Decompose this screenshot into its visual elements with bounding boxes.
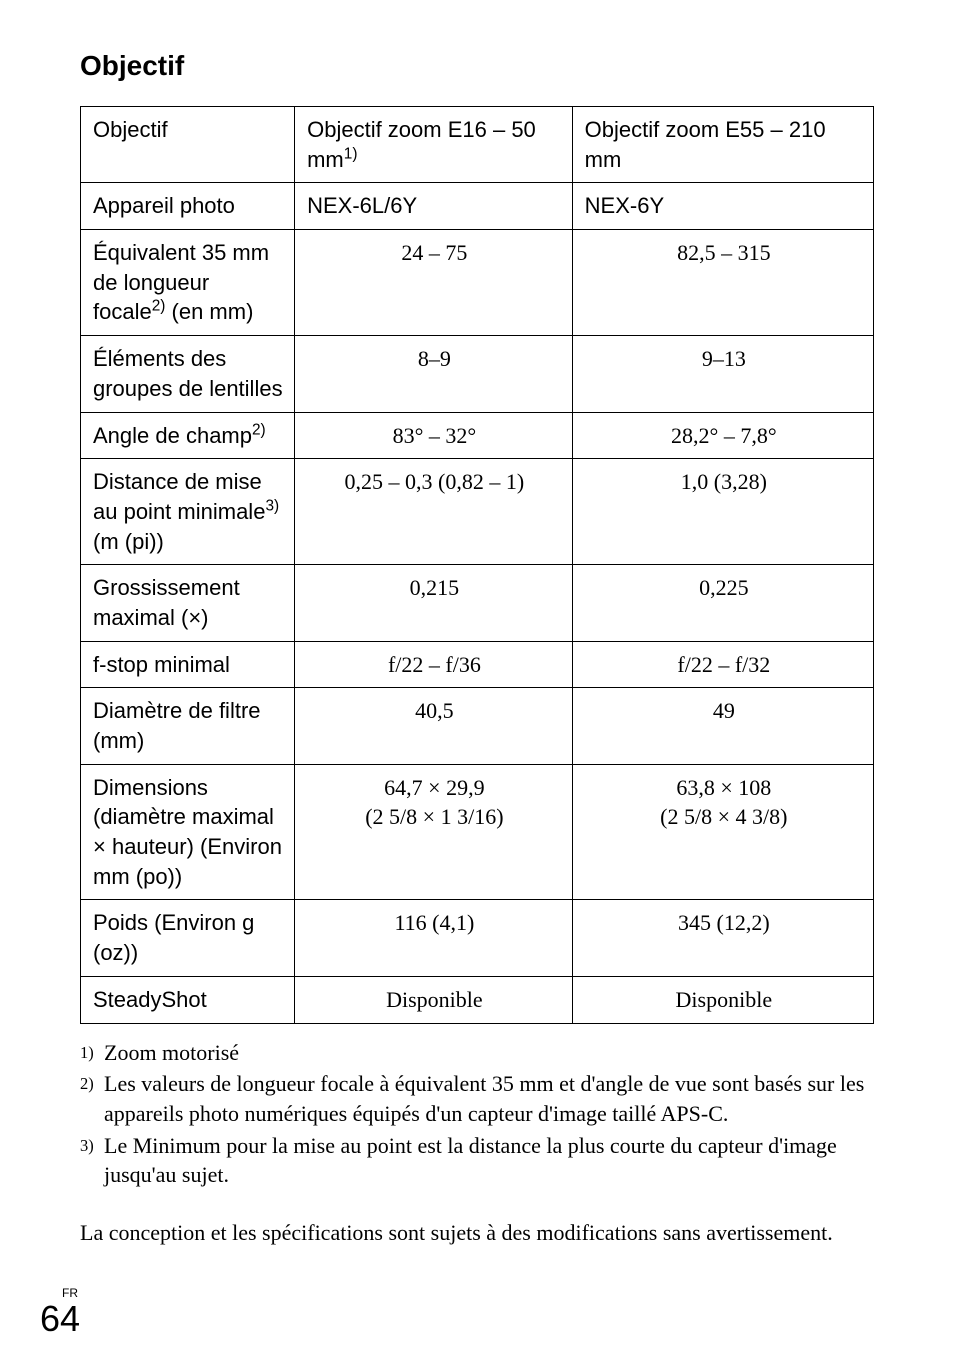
table-row: SteadyShotDisponibleDisponible [81, 976, 874, 1023]
footnote-text: Le Minimum pour la mise au point est la … [104, 1131, 874, 1190]
spec-value-cell: 49 [572, 688, 873, 764]
spec-label-cell: Angle de champ2) [81, 412, 295, 459]
spec-label-cell: Poids (Environ g (oz)) [81, 900, 295, 976]
footnote-row: 2)Les valeurs de longueur focale à équiv… [80, 1069, 874, 1128]
spec-value-cell: 83° – 32° [295, 412, 573, 459]
table-row: Diamètre de filtre (mm)40,549 [81, 688, 874, 764]
spec-value-cell: 9–13 [572, 336, 873, 412]
footnote-marker: 1) [80, 1038, 104, 1068]
spec-value-cell: 116 (4,1) [295, 900, 573, 976]
spec-value-cell: 24 – 75 [295, 230, 573, 336]
spec-label-cell: Équivalent 35 mm de longueur focale2) (e… [81, 230, 295, 336]
section-heading: Objectif [80, 50, 874, 82]
document-page: Objectif ObjectifObjectif zoom E16 – 50 … [0, 0, 954, 1360]
table-row: Grossissement maximal (×)0,2150,225 [81, 565, 874, 641]
table-row: ObjectifObjectif zoom E16 – 50 mm1)Objec… [81, 107, 874, 183]
footnote-row: 1)Zoom motorisé [80, 1038, 874, 1068]
spec-label-cell: Dimensions (diamètre maximal × hauteur) … [81, 764, 295, 900]
table-row: Distance de mise au point minimale3) (m … [81, 459, 874, 565]
spec-value-cell: 0,215 [295, 565, 573, 641]
table-row: f-stop minimalf/22 – f/36f/22 – f/32 [81, 641, 874, 688]
spec-value-cell: 1,0 (3,28) [572, 459, 873, 565]
table-row: Dimensions (diamètre maximal × hauteur) … [81, 764, 874, 900]
footnote-marker: 3) [80, 1131, 104, 1161]
spec-value-cell: 40,5 [295, 688, 573, 764]
spec-value-cell: 0,25 – 0,3 (0,82 – 1) [295, 459, 573, 565]
spec-label-cell: SteadyShot [81, 976, 295, 1023]
spec-label-cell: Objectif [81, 107, 295, 183]
footnote-marker: 2) [80, 1069, 104, 1099]
spec-label-cell: Grossissement maximal (×) [81, 565, 295, 641]
page-number: 64 [40, 1298, 80, 1339]
spec-label-cell: Distance de mise au point minimale3) (m … [81, 459, 295, 565]
footnotes: 1)Zoom motorisé2)Les valeurs de longueur… [80, 1038, 874, 1190]
footnote-row: 3)Le Minimum pour la mise au point est l… [80, 1131, 874, 1190]
footnote-text: Les valeurs de longueur focale à équival… [104, 1069, 874, 1128]
table-row: Poids (Environ g (oz))116 (4,1)345 (12,2… [81, 900, 874, 976]
spec-value-cell: Disponible [572, 976, 873, 1023]
spec-value-cell: 82,5 – 315 [572, 230, 873, 336]
spec-label-cell: Éléments des groupes de lentilles [81, 336, 295, 412]
table-row: Équivalent 35 mm de longueur focale2) (e… [81, 230, 874, 336]
spec-value-cell: NEX-6Y [572, 183, 873, 230]
page-footer: FR 64 [40, 1286, 80, 1340]
spec-table: ObjectifObjectif zoom E16 – 50 mm1)Objec… [80, 106, 874, 1024]
spec-label-cell: Diamètre de filtre (mm) [81, 688, 295, 764]
spec-label-cell: Appareil photo [81, 183, 295, 230]
spec-value-cell: NEX-6L/6Y [295, 183, 573, 230]
spec-value-cell: f/22 – f/36 [295, 641, 573, 688]
footnote-text: Zoom motorisé [104, 1038, 874, 1068]
spec-value-cell: 8–9 [295, 336, 573, 412]
spec-value-cell: 28,2° – 7,8° [572, 412, 873, 459]
table-row: Angle de champ2)83° – 32°28,2° – 7,8° [81, 412, 874, 459]
table-row: Appareil photoNEX-6L/6YNEX-6Y [81, 183, 874, 230]
spec-value-cell: Objectif zoom E55 – 210 mm [572, 107, 873, 183]
spec-table-body: ObjectifObjectif zoom E16 – 50 mm1)Objec… [81, 107, 874, 1024]
table-row: Éléments des groupes de lentilles8–99–13 [81, 336, 874, 412]
spec-label-cell: f-stop minimal [81, 641, 295, 688]
spec-value-cell: 63,8 × 108(2 5/8 × 4 3/8) [572, 764, 873, 900]
spec-value-cell: 345 (12,2) [572, 900, 873, 976]
disclaimer-text: La conception et les spécifications sont… [80, 1218, 874, 1248]
spec-value-cell: 64,7 × 29,9(2 5/8 × 1 3/16) [295, 764, 573, 900]
spec-value-cell: f/22 – f/32 [572, 641, 873, 688]
spec-value-cell: 0,225 [572, 565, 873, 641]
spec-value-cell: Objectif zoom E16 – 50 mm1) [295, 107, 573, 183]
spec-value-cell: Disponible [295, 976, 573, 1023]
